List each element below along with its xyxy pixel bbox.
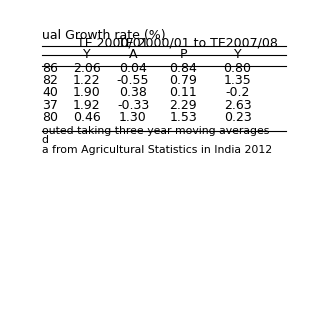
Text: a from Agricultural Statistics in India 2012: a from Agricultural Statistics in India … xyxy=(42,145,272,156)
Text: 82: 82 xyxy=(42,74,58,87)
Text: TE 2000/01 to TE2007/08: TE 2000/01 to TE2007/08 xyxy=(117,37,277,50)
Text: 80: 80 xyxy=(42,111,58,124)
Text: 0.46: 0.46 xyxy=(73,111,100,124)
Text: 1.30: 1.30 xyxy=(119,111,147,124)
Text: 0.23: 0.23 xyxy=(224,111,252,124)
Text: Y: Y xyxy=(234,48,241,61)
Text: ual Growth rate (%): ual Growth rate (%) xyxy=(42,29,165,42)
Text: 40: 40 xyxy=(42,86,58,99)
Text: outed taking three-year moving averages: outed taking three-year moving averages xyxy=(42,126,269,136)
Text: 1.92: 1.92 xyxy=(73,99,100,112)
Text: Y: Y xyxy=(83,48,90,61)
Text: 2.63: 2.63 xyxy=(224,99,252,112)
Text: 86: 86 xyxy=(42,61,58,75)
Text: 0.79: 0.79 xyxy=(169,74,197,87)
Text: 37: 37 xyxy=(42,99,58,112)
Text: 2.29: 2.29 xyxy=(170,99,197,112)
Text: 0.38: 0.38 xyxy=(119,86,147,99)
Text: 2.06: 2.06 xyxy=(73,61,100,75)
Text: P: P xyxy=(180,48,187,61)
Text: 0.04: 0.04 xyxy=(119,61,147,75)
Text: 1.35: 1.35 xyxy=(224,74,252,87)
Text: 1.53: 1.53 xyxy=(170,111,197,124)
Text: 1.22: 1.22 xyxy=(73,74,100,87)
Text: d: d xyxy=(42,135,49,145)
Text: -0.55: -0.55 xyxy=(117,74,149,87)
Text: 0.11: 0.11 xyxy=(170,86,197,99)
Text: -0.33: -0.33 xyxy=(117,99,149,112)
Text: TE 2000/01: TE 2000/01 xyxy=(77,37,149,50)
Text: 1.90: 1.90 xyxy=(73,86,100,99)
Text: 0.80: 0.80 xyxy=(224,61,252,75)
Text: -0.2: -0.2 xyxy=(225,86,250,99)
Text: 0.84: 0.84 xyxy=(169,61,197,75)
Text: A: A xyxy=(129,48,137,61)
